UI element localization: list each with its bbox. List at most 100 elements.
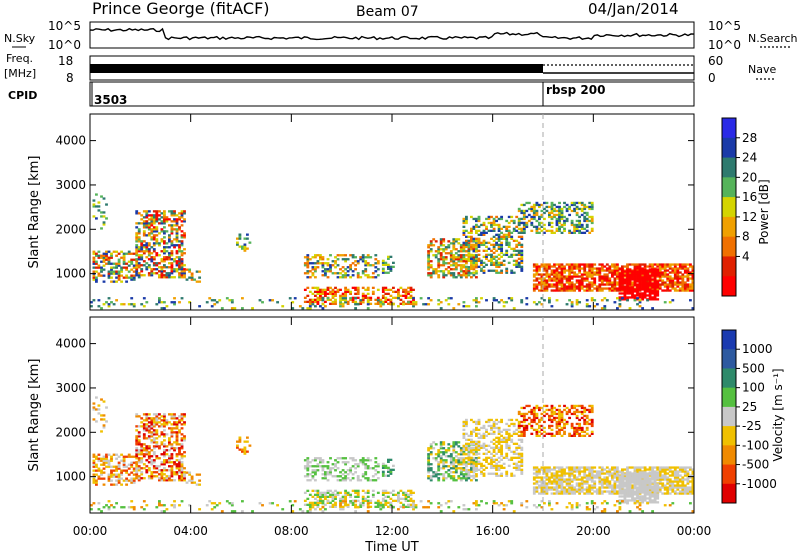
power-cell <box>352 274 355 276</box>
power-cell <box>661 275 664 277</box>
velocity-cell <box>518 461 521 463</box>
velocity-cell <box>322 465 325 467</box>
velocity-cell <box>478 453 481 455</box>
power-cell <box>659 283 662 285</box>
power-cell <box>460 266 463 268</box>
velocity-cell <box>588 409 591 411</box>
velocity-cell <box>578 405 581 407</box>
velocity-cell <box>161 443 164 445</box>
power-cell <box>98 273 101 275</box>
velocity-cell <box>460 463 463 465</box>
velocity-cell <box>178 447 181 449</box>
power-cell <box>598 283 601 285</box>
power-cell <box>641 268 644 270</box>
power-cell <box>581 275 584 277</box>
power-cell <box>138 232 141 234</box>
power-cell <box>500 252 503 254</box>
power-cell <box>161 270 164 272</box>
velocity-cell <box>493 439 496 441</box>
power-cell <box>553 285 556 287</box>
velocity-cell <box>150 425 153 427</box>
power-cell <box>128 277 131 279</box>
velocity-cell <box>515 457 518 459</box>
power-cell <box>460 274 463 276</box>
power-cell <box>563 267 566 269</box>
velocity-cell <box>306 475 309 477</box>
velocity-cell <box>440 459 443 461</box>
power-cell <box>478 246 481 248</box>
velocity-cell <box>158 445 161 447</box>
power-cell <box>598 279 601 281</box>
power-cell <box>629 292 632 294</box>
velocity-cell <box>173 473 176 475</box>
velocity-cell <box>332 463 335 465</box>
power-cell <box>536 220 539 222</box>
velocity-cell <box>465 421 468 423</box>
power-cell <box>520 230 523 232</box>
power-cell <box>239 236 242 238</box>
velocity-cell <box>465 433 468 435</box>
velocity-cell <box>437 477 440 479</box>
power-cell <box>145 266 148 268</box>
power-cell <box>593 283 596 285</box>
velocity-cell <box>369 479 372 481</box>
power-cell <box>571 202 574 204</box>
power-cell <box>500 218 503 220</box>
velocity-cell <box>193 482 196 484</box>
power-cell <box>452 242 455 244</box>
velocity-cell <box>591 488 594 490</box>
velocity-cell <box>460 473 463 475</box>
power-cell <box>485 258 488 260</box>
power-cell <box>108 303 111 305</box>
power-cell <box>523 228 526 230</box>
velocity-cell <box>573 490 576 492</box>
power-cell <box>619 292 622 294</box>
power-cell <box>332 272 335 274</box>
power-cell <box>113 267 116 269</box>
velocity-cell <box>463 459 466 461</box>
power-cell <box>626 263 629 265</box>
power-cell <box>621 292 624 294</box>
power-cell <box>493 262 496 264</box>
velocity-cell <box>427 475 430 477</box>
power-cell <box>369 276 372 278</box>
velocity-cell <box>455 455 458 457</box>
power-cell <box>561 265 564 267</box>
power-cell <box>495 260 498 262</box>
velocity-cell <box>166 459 169 461</box>
velocity-cell <box>344 479 347 481</box>
velocity-cell <box>520 407 523 409</box>
velocity-cell <box>568 478 571 480</box>
power-cell <box>684 285 687 287</box>
velocity-cell <box>593 466 596 468</box>
velocity-cell <box>440 441 443 443</box>
power-cell <box>619 303 622 305</box>
power-cell <box>661 263 664 265</box>
velocity-cell <box>475 479 478 481</box>
power-cell <box>153 222 156 224</box>
velocity-cell <box>344 461 347 463</box>
power-cell <box>468 250 471 252</box>
velocity-cell <box>173 449 176 451</box>
power-cell <box>98 209 101 211</box>
velocity-cell <box>553 435 556 437</box>
power-cell <box>485 246 488 248</box>
velocity-cell <box>244 447 247 449</box>
velocity-cell <box>598 488 601 490</box>
velocity-cell <box>183 477 186 479</box>
velocity-cell <box>518 457 521 459</box>
power-cell <box>520 246 523 248</box>
power-cell <box>168 234 171 236</box>
power-cell <box>105 263 108 265</box>
power-cell <box>483 262 486 264</box>
power-cell <box>533 210 536 212</box>
velocity-cell <box>148 453 151 455</box>
velocity-cell <box>460 449 463 451</box>
velocity-cell <box>452 461 455 463</box>
velocity-cell <box>608 474 611 476</box>
power-cell <box>100 211 103 213</box>
power-cell <box>671 287 674 289</box>
power-cell <box>115 255 118 257</box>
power-cell <box>135 232 138 234</box>
velocity-cell <box>485 461 488 463</box>
